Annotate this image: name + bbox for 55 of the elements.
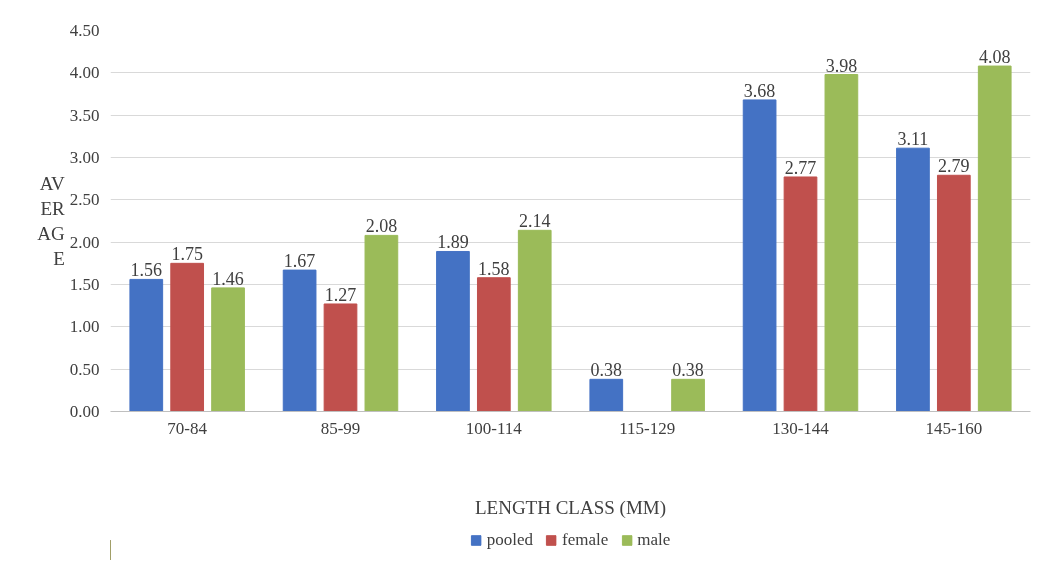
bar <box>896 147 930 412</box>
data-label: 0.38 <box>672 360 704 381</box>
data-label: 4.08 <box>978 47 1011 68</box>
y-tick-label: 2.50 <box>69 190 100 210</box>
x-axis-title: LENGTH CLASS (MM) <box>474 496 667 519</box>
data-label: 2.14 <box>518 211 551 232</box>
bar <box>476 277 511 412</box>
data-label: 1.89 <box>437 232 469 253</box>
x-tick-label: 145-160 <box>925 418 983 438</box>
bar <box>436 250 470 412</box>
y-tick-label: 2.00 <box>69 232 100 252</box>
data-label: 1.67 <box>283 251 316 272</box>
data-label: 1.46 <box>212 268 244 289</box>
data-label: 1.58 <box>478 258 510 279</box>
y-tick-label: 1.50 <box>69 275 100 294</box>
x-tick-label: 130-144 <box>772 418 830 438</box>
data-label: 3.68 <box>743 80 776 101</box>
bar <box>589 378 624 412</box>
data-label: 0.38 <box>590 360 623 381</box>
bar <box>323 303 358 412</box>
y-tick-label: 3.00 <box>69 148 100 167</box>
legend-label: male <box>637 530 671 550</box>
data-label: 1.27 <box>324 284 357 305</box>
data-label: 3.11 <box>897 129 929 150</box>
legend-label: pooled <box>486 530 533 550</box>
y-tick-label: 4.50 <box>69 21 100 40</box>
data-label: 1.75 <box>171 244 203 265</box>
bar <box>129 278 164 412</box>
bar <box>977 65 1012 412</box>
bar <box>783 176 818 412</box>
bar <box>671 378 705 412</box>
x-tick-label: 115-129 <box>619 418 676 438</box>
legend-label: female <box>561 530 609 550</box>
bar <box>936 174 971 412</box>
data-label: 3.98 <box>825 55 858 76</box>
y-tick-label: 3.50 <box>69 105 100 125</box>
y-axis-title: AVERAGE <box>37 172 66 270</box>
y-tick-label: 4.00 <box>69 63 100 83</box>
data-label: 2.79 <box>938 156 970 177</box>
y-tick-label: 0.00 <box>69 402 100 421</box>
bar <box>211 287 245 412</box>
bar <box>364 234 399 412</box>
data-label: 2.77 <box>784 157 817 178</box>
bar <box>742 99 777 412</box>
y-tick-label: 0.50 <box>69 359 100 379</box>
bar <box>824 74 859 412</box>
x-tick-label: 100-114 <box>465 418 523 438</box>
x-tick-label: 85-99 <box>320 418 361 438</box>
x-tick-label: 70-84 <box>167 418 208 438</box>
data-label: 1.56 <box>130 260 163 281</box>
y-tick-label: 1.00 <box>69 317 100 337</box>
bar <box>282 269 317 412</box>
data-label: 2.08 <box>365 216 398 237</box>
bar <box>517 229 552 412</box>
bar <box>170 262 205 412</box>
